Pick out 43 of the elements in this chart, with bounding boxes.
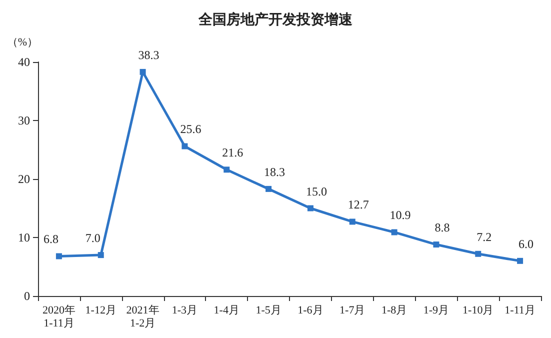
x-tick-label: 1-12月: [85, 304, 116, 316]
x-tick-label: 1-6月: [298, 304, 324, 316]
point: [182, 143, 188, 150]
point: [224, 166, 230, 173]
point: [391, 229, 398, 236]
x-tick-label: 1-4月: [214, 304, 240, 316]
x-tick-label: 1-5月: [256, 304, 282, 316]
data-label: 12.7: [348, 198, 369, 212]
point: [433, 242, 440, 248]
data-label: 7.0: [85, 231, 100, 246]
data-label: 10.9: [390, 208, 411, 222]
y-tick-label: 10: [18, 230, 30, 244]
data-label: 8.8: [434, 220, 450, 235]
point: [56, 253, 62, 260]
chart-title: 全国房地产开发投资增速: [198, 11, 354, 28]
data-label: 38.3: [138, 48, 160, 62]
point: [349, 218, 356, 225]
data-label: 21.6: [222, 146, 244, 160]
x-tick-label: 1-3月: [172, 304, 198, 316]
x-tick-label: 2021年 1-2月: [126, 304, 160, 330]
point: [140, 68, 146, 75]
x-tick-label: 2020年 1-11月: [42, 304, 76, 330]
x-tick-label: 1-7月: [340, 304, 366, 316]
point: [517, 258, 524, 264]
y-tick-label: 30: [18, 114, 30, 128]
point: [266, 186, 272, 192]
y-axis-title: （%）: [6, 36, 38, 48]
y-tick-label: 0: [24, 289, 30, 303]
data-label: 6.0: [518, 236, 534, 251]
data-label: 18.3: [264, 164, 286, 179]
point: [475, 250, 482, 257]
x-tick-label: 1-11月: [504, 304, 536, 316]
y-tick-label: 20: [18, 172, 30, 186]
y-tick-label: 40: [18, 55, 30, 69]
x-tick-label: 1-9月: [423, 304, 450, 316]
data-label: 25.6: [180, 122, 202, 136]
data-label: 15.0: [306, 184, 327, 198]
x-tick-label: 1-8月: [381, 304, 408, 316]
point: [98, 252, 104, 258]
data-label: 6.8: [43, 232, 58, 246]
point: [307, 205, 314, 212]
data-label: 7.2: [476, 230, 492, 244]
x-tick-label: 1-10月: [462, 304, 494, 316]
